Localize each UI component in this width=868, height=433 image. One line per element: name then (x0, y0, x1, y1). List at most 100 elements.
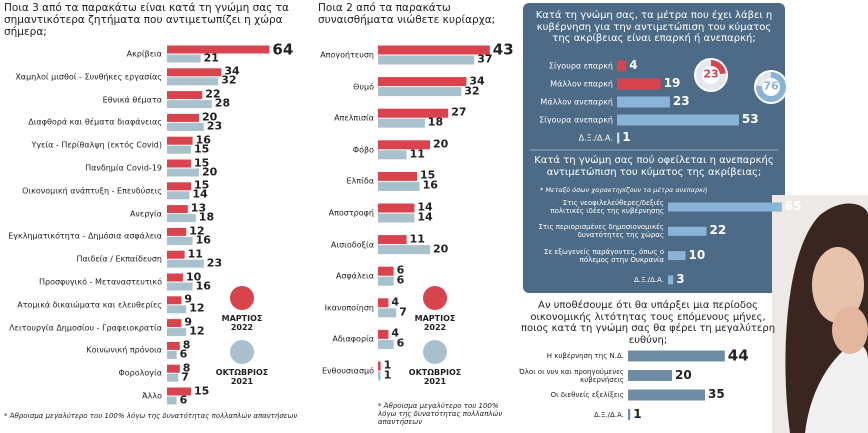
category-label: Ελπίδα (346, 176, 374, 186)
category-label: Απελπισία (334, 113, 374, 123)
value-label: 15 (194, 142, 210, 156)
bar (167, 341, 180, 350)
legend-label: ΜΑΡΤΙΟΣ 2022 (221, 314, 263, 333)
bar (167, 214, 196, 223)
category-label: Οι διεθνείς εξελίξεις (550, 390, 624, 399)
category-label: Διαφθορά και θέματα διαφάνειας (28, 117, 162, 127)
bar (668, 251, 686, 261)
value-label: 4 (391, 327, 400, 341)
legend-swatch (423, 286, 447, 310)
category-label: Μάλλον ανεπαρκή (540, 97, 613, 107)
legend-label: ΟΚΤΩΒΡΙΟΣ 2021 (408, 368, 462, 387)
category-label: Χαμηλοί μισθοί - Συνθήκες εργασίας (15, 72, 162, 82)
bar (617, 78, 661, 90)
value-label: 12 (189, 301, 205, 315)
category-label: Φορολογία (118, 368, 162, 378)
bar (167, 328, 187, 337)
bar (167, 136, 193, 145)
bar (378, 213, 415, 223)
chart-title: Κατά τη γνώμη σας, τα μέτρα που έχει λάβ… (535, 10, 773, 44)
chart-title: Αν υποθέσουμε ότι θα υπάρξει μια περίοδο… (520, 300, 776, 346)
category-label: Πανδημία Covid-19 (85, 163, 162, 173)
bar (378, 266, 394, 276)
legend-swatch (230, 340, 254, 364)
value-label: 34 (469, 74, 485, 88)
value-label: 3 (676, 271, 685, 286)
value-label: 6 (179, 347, 188, 361)
chart-title: Ποια 2 από τα παρακάτω συναισθήματα νιώθ… (318, 2, 496, 27)
category-label: Μάλλον επαρκή (550, 79, 613, 89)
bar (167, 159, 191, 168)
category-label: Δ.Ξ./Δ.Α. (578, 133, 613, 143)
value-label: 6 (179, 393, 188, 407)
bar (167, 282, 193, 291)
value-label: 10 (186, 270, 202, 284)
bar (628, 350, 725, 362)
category-label: Σε εξωγενείς παράγοντες, όπως ο πόλεμος … (543, 247, 664, 264)
category-label: Φόβο (352, 145, 374, 155)
bar (167, 68, 222, 77)
value-label: 18 (427, 115, 444, 129)
bar (628, 389, 705, 401)
category-label: Ικανοποίηση (324, 303, 374, 313)
category-label: Όλοι οι νυν και προηγούμενες κυβερνήσεις (519, 367, 624, 384)
value-label: 1 (622, 130, 631, 145)
value-label: 14 (192, 187, 208, 201)
category-label: Η κυβέρνηση της Ν.Δ. (546, 351, 624, 360)
value-label: 1 (383, 358, 392, 372)
value-label: 43 (492, 40, 514, 59)
bar (167, 296, 182, 305)
value-label: 14 (417, 200, 433, 214)
value-label: 28 (214, 96, 231, 110)
legend-label: ΟΚΤΩΒΡΙΟΣ 2021 (215, 368, 269, 387)
value-label: 32 (221, 73, 237, 87)
bar (167, 45, 270, 54)
category-label: Στις νεοφιλελεύθερες/δεξιές πολιτικές ιδ… (550, 198, 664, 215)
bar (167, 259, 204, 268)
bar (617, 114, 739, 126)
value-label: 15 (194, 178, 210, 192)
bar (167, 205, 188, 214)
category-label: Στις περιορισμένες δημοσιονομικές δυνατό… (538, 223, 664, 240)
category-label: Παιδεία / Εκπαίδευση (76, 254, 162, 264)
value-label: 44 (727, 346, 749, 365)
bar (378, 361, 381, 371)
value-label: 22 (205, 87, 221, 101)
bar (167, 168, 199, 177)
donut-arc (696, 60, 726, 90)
value-label: 10 (688, 247, 706, 262)
bar (378, 118, 425, 128)
category-label: Λειτουργία Δημοσίου - Γραφειοκρατία (9, 323, 162, 332)
value-label: 20 (202, 110, 218, 124)
bar (378, 77, 467, 87)
bar (378, 308, 397, 318)
bar (167, 250, 185, 259)
bar (167, 77, 219, 86)
category-label: Υγεία - Περίθαλψη (εκτός Covid) (31, 140, 162, 150)
value-label: 20 (675, 367, 692, 382)
category-label: Προσφυγικό - Μεταναστευτικό (38, 277, 162, 287)
value-label: 7 (399, 305, 407, 319)
category-label: Άλλο (142, 391, 162, 401)
bar (167, 54, 201, 63)
value-label: 11 (409, 232, 425, 246)
bar (378, 298, 389, 308)
value-label: 1 (633, 406, 642, 421)
value-label: 34 (224, 64, 240, 78)
category-label: Οικονομική ανάπτυξη - Επενδύσεις (22, 186, 162, 196)
category-label: Ασφάλεια (335, 271, 374, 281)
value-label: 19 (663, 76, 681, 91)
bar (378, 371, 381, 381)
value-label: 11 (187, 247, 203, 261)
value-label: 64 (272, 39, 294, 58)
footnote: * Άθροισμα μεγαλύτερο του 100% λόγω της … (378, 402, 503, 427)
category-label: Εγκληματικότητα - Δημόσια ασφάλεια (8, 231, 162, 241)
bar (617, 96, 670, 108)
bar (167, 350, 177, 359)
legend-label: ΜΑΡΤΙΟΣ 2022 (414, 314, 456, 333)
bar (167, 227, 187, 236)
bar (167, 373, 179, 382)
bar (378, 140, 430, 150)
value-label: 9 (184, 315, 193, 329)
